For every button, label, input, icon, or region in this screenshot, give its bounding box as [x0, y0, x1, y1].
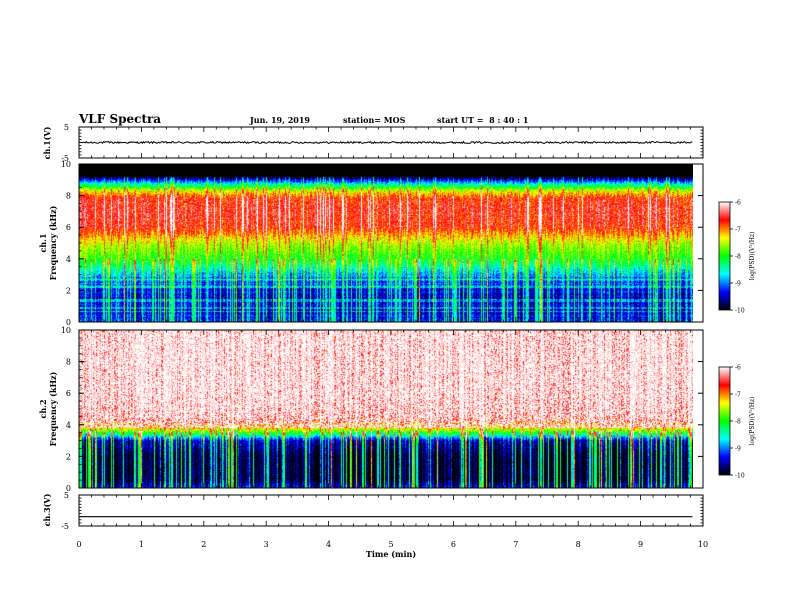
- colorbar-tick-label: -7: [735, 392, 741, 399]
- ch1-waveform-line: [78, 140, 693, 145]
- time-tick-label: 1: [139, 540, 144, 549]
- station-label: station= MOS: [343, 115, 406, 125]
- time-tick-label: 5: [388, 540, 393, 549]
- time-tick-label: 4: [326, 540, 331, 549]
- ch2-frequency-tick-label: 10: [61, 326, 71, 335]
- ch1-frequency-ticks: 0 2 4 6 8 10: [61, 160, 703, 327]
- ch1-frequency-tick-label: 8: [66, 192, 71, 201]
- colorbar-tick-label: -10: [735, 473, 745, 480]
- colorbar-label: log(PSD)(V²/Hz): [749, 397, 756, 446]
- ch1-spectrogram-ylabel-channel: ch.1: [38, 233, 48, 252]
- ch1-frequency-tick-label: 2: [66, 286, 71, 295]
- colorbar-tick-label: -6: [735, 365, 741, 372]
- ch1-ytick-top: 5: [64, 123, 69, 132]
- colorbar-tick-label: -8: [735, 254, 741, 261]
- time-tick-label: 2: [201, 540, 206, 549]
- time-tick-label: 8: [576, 540, 581, 549]
- ch1-frequency-tick-label: 10: [61, 160, 71, 169]
- ch3-ytick-top: 5: [64, 491, 69, 500]
- ch1-frequency-tick-label: 0: [66, 318, 71, 327]
- ch1-spectrogram-ylabel-frequency: Frequency (kHz): [48, 205, 58, 280]
- time-tick-label: 0: [76, 540, 81, 549]
- time-tick-label: 9: [638, 540, 643, 549]
- time-tick-label: 10: [698, 540, 708, 549]
- colorbar-tick-label: -9: [735, 446, 741, 453]
- ch2-spectrogram-ylabel-frequency: Frequency (kHz): [48, 371, 58, 446]
- start-time-label: start UT = 8 : 40 : 1: [437, 115, 528, 125]
- ch1-colorbar: -6 -7 -8 -9 -10 log(PSD)(V²/Hz): [718, 200, 756, 315]
- ch3-waveform-panel: 5 -5 ch.3(V): [42, 491, 704, 531]
- colorbar-tick-label: -6: [735, 200, 741, 207]
- colorbar-label: log(PSD)(V²/Hz): [749, 232, 756, 281]
- ch2-spectrogram-panel: 0 2 4 6 8 10 ch.2 Frequency (kHz): [38, 326, 704, 493]
- ch1-waveform-panel: 5 -5 ch.1(V): [42, 123, 704, 163]
- colorbar-tick-label: -8: [735, 419, 741, 426]
- ch2-frequency-tick-label: 6: [66, 389, 71, 398]
- ch3-waveform-frame: [78, 494, 704, 527]
- ch1-ytick-bottom: -5: [61, 154, 69, 163]
- ch1-frequency-tick-label: 4: [66, 255, 71, 264]
- colorbar-tick-label: -7: [735, 227, 741, 234]
- time-axis-label: Time (min): [366, 549, 416, 559]
- ch2-spectrogram-heatmap: [79, 330, 693, 488]
- time-tick-label: 6: [451, 540, 456, 549]
- ch1-waveform-ylabel: ch.1(V): [42, 126, 52, 159]
- ch2-frequency-ticks: 0 2 4 6 8 10: [61, 326, 703, 493]
- ch2-frequency-tick-label: 2: [66, 452, 71, 461]
- ch2-spectrogram-ylabel-channel: ch.2: [38, 399, 48, 418]
- time-tick-label: 7: [513, 540, 518, 549]
- colorbar-gradient: [718, 366, 731, 476]
- time-tick-labels: 0 1 2 3 4 5 6 7 8 9 10: [76, 540, 708, 549]
- ch2-colorbar: -6 -7 -8 -9 -10 log(PSD)(V²/Hz): [718, 365, 756, 480]
- time-tick-label: 3: [264, 540, 269, 549]
- colorbar-gradient: [718, 201, 731, 311]
- colorbar-tick-label: -9: [735, 281, 741, 288]
- ch2-frequency-tick-label: 4: [66, 421, 71, 430]
- date-label: Jun. 19, 2019: [249, 115, 310, 125]
- ch1-spectrogram-heatmap: [79, 164, 693, 322]
- ch2-frequency-tick-label: 8: [66, 358, 71, 367]
- ch3-ytick-bottom: -5: [61, 522, 69, 531]
- ch2-frequency-tick-label: 0: [66, 484, 71, 493]
- ch1-frequency-tick-label: 6: [66, 223, 71, 232]
- colorbar-tick-label: -10: [735, 308, 745, 315]
- time-ticks: [78, 126, 704, 527]
- ch1-spectrogram-panel: 0 2 4 6 8 10 ch.1 Frequency (kHz): [38, 160, 704, 327]
- ch3-waveform-ylabel: ch.3(V): [42, 493, 52, 526]
- figure-title: VLF Spectra: [78, 112, 161, 126]
